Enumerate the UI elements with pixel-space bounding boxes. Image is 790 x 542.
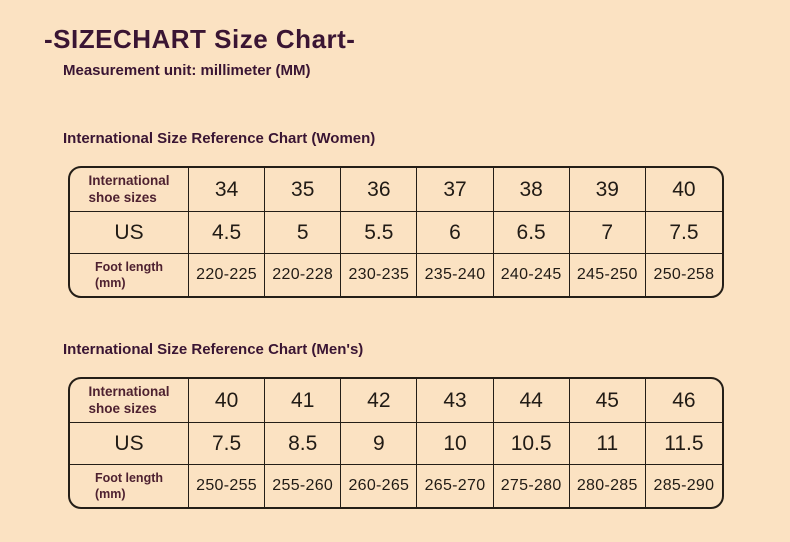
men-us-sizes-row: US 7.5 8.5 9 10 10.5 11 11.5	[70, 423, 722, 465]
men-foot-length-cell: 255-260	[265, 465, 342, 507]
men-us-size-cell: 9	[341, 423, 418, 465]
men-us-row-label: US	[70, 423, 189, 465]
women-intl-size-cell: 35	[265, 168, 342, 212]
women-foot-length-row: Foot length (mm) 220-225 220-228 230-235…	[70, 254, 722, 296]
row-label-text: International shoe sizes	[88, 383, 170, 416]
women-section-heading: International Size Reference Chart (Wome…	[63, 130, 376, 147]
men-foot-length-row-label: Foot length (mm)	[70, 465, 189, 507]
women-foot-length-cell: 235-240	[417, 254, 494, 296]
men-intl-size-cell: 40	[189, 379, 266, 423]
women-foot-length-cell: 230-235	[341, 254, 418, 296]
men-intl-size-cell: 41	[265, 379, 342, 423]
women-us-size-cell: 7.5	[645, 212, 722, 254]
women-us-size-cell: 4.5	[189, 212, 266, 254]
row-label-text: Foot length (mm)	[94, 470, 164, 501]
men-us-size-cell: 10	[417, 423, 494, 465]
men-intl-sizes-row: International shoe sizes 40 41 42 43 44 …	[70, 379, 722, 423]
men-intl-sizes-row-label: International shoe sizes	[70, 379, 189, 423]
measurement-unit-note: Measurement unit: millimeter (MM)	[63, 62, 311, 79]
women-foot-length-row-label: Foot length (mm)	[70, 254, 189, 296]
women-foot-length-cell: 245-250	[570, 254, 646, 296]
women-us-sizes-row: US 4.5 5 5.5 6 6.5 7 7.5	[70, 212, 722, 254]
men-size-table-grid: International shoe sizes 40 41 42 43 44 …	[68, 377, 724, 509]
women-intl-size-cell: 36	[341, 168, 418, 212]
women-size-table: International shoe sizes 34 35 36 37 38 …	[68, 166, 724, 298]
men-intl-size-cell: 46	[645, 379, 722, 423]
women-intl-size-cell: 38	[493, 168, 570, 212]
men-section-heading: International Size Reference Chart (Men'…	[63, 341, 364, 358]
women-intl-size-cell: 39	[569, 168, 646, 212]
men-us-size-cell: 11.5	[645, 423, 722, 465]
women-us-size-cell: 5	[265, 212, 342, 254]
men-foot-length-row: Foot length (mm) 250-255 255-260 260-265…	[70, 465, 722, 507]
women-us-row-label: US	[70, 212, 189, 254]
women-us-size-cell: 5.5	[341, 212, 418, 254]
men-us-size-cell: 10.5	[493, 423, 570, 465]
row-label-text: International shoe sizes	[88, 172, 170, 205]
men-size-table: International shoe sizes 40 41 42 43 44 …	[68, 377, 724, 509]
women-intl-sizes-row: International shoe sizes 34 35 36 37 38 …	[70, 168, 722, 212]
page-title: -SIZECHART Size Chart-	[44, 24, 356, 54]
women-foot-length-cell: 220-225	[189, 254, 266, 296]
men-foot-length-cell: 275-280	[494, 465, 570, 507]
women-intl-sizes-row-label: International shoe sizes	[70, 168, 189, 212]
women-foot-length-cell: 240-245	[494, 254, 570, 296]
men-intl-size-cell: 43	[417, 379, 494, 423]
women-size-table-grid: International shoe sizes 34 35 36 37 38 …	[68, 166, 724, 298]
men-foot-length-cell: 285-290	[653, 477, 715, 494]
women-foot-length-cell: 220-228	[265, 254, 342, 296]
row-label-text: Foot length (mm)	[94, 259, 164, 290]
women-intl-size-cell: 34	[189, 168, 266, 212]
men-foot-length-cell: 260-265	[341, 465, 418, 507]
women-foot-length-cell: 250-258	[653, 266, 715, 283]
women-us-size-cell: 7	[569, 212, 646, 254]
women-intl-size-cell: 40	[645, 168, 722, 212]
men-intl-size-cell: 44	[493, 379, 570, 423]
women-us-size-cell: 6.5	[493, 212, 570, 254]
men-intl-size-cell: 42	[341, 379, 418, 423]
women-intl-size-cell: 37	[417, 168, 494, 212]
men-intl-size-cell: 45	[569, 379, 646, 423]
men-foot-length-cell: 265-270	[417, 465, 494, 507]
women-us-size-cell: 6	[417, 212, 494, 254]
men-us-size-cell: 8.5	[265, 423, 342, 465]
men-us-size-cell: 11	[569, 423, 646, 465]
men-foot-length-cell: 250-255	[189, 465, 266, 507]
men-us-size-cell: 7.5	[189, 423, 266, 465]
men-foot-length-cell: 280-285	[570, 465, 646, 507]
